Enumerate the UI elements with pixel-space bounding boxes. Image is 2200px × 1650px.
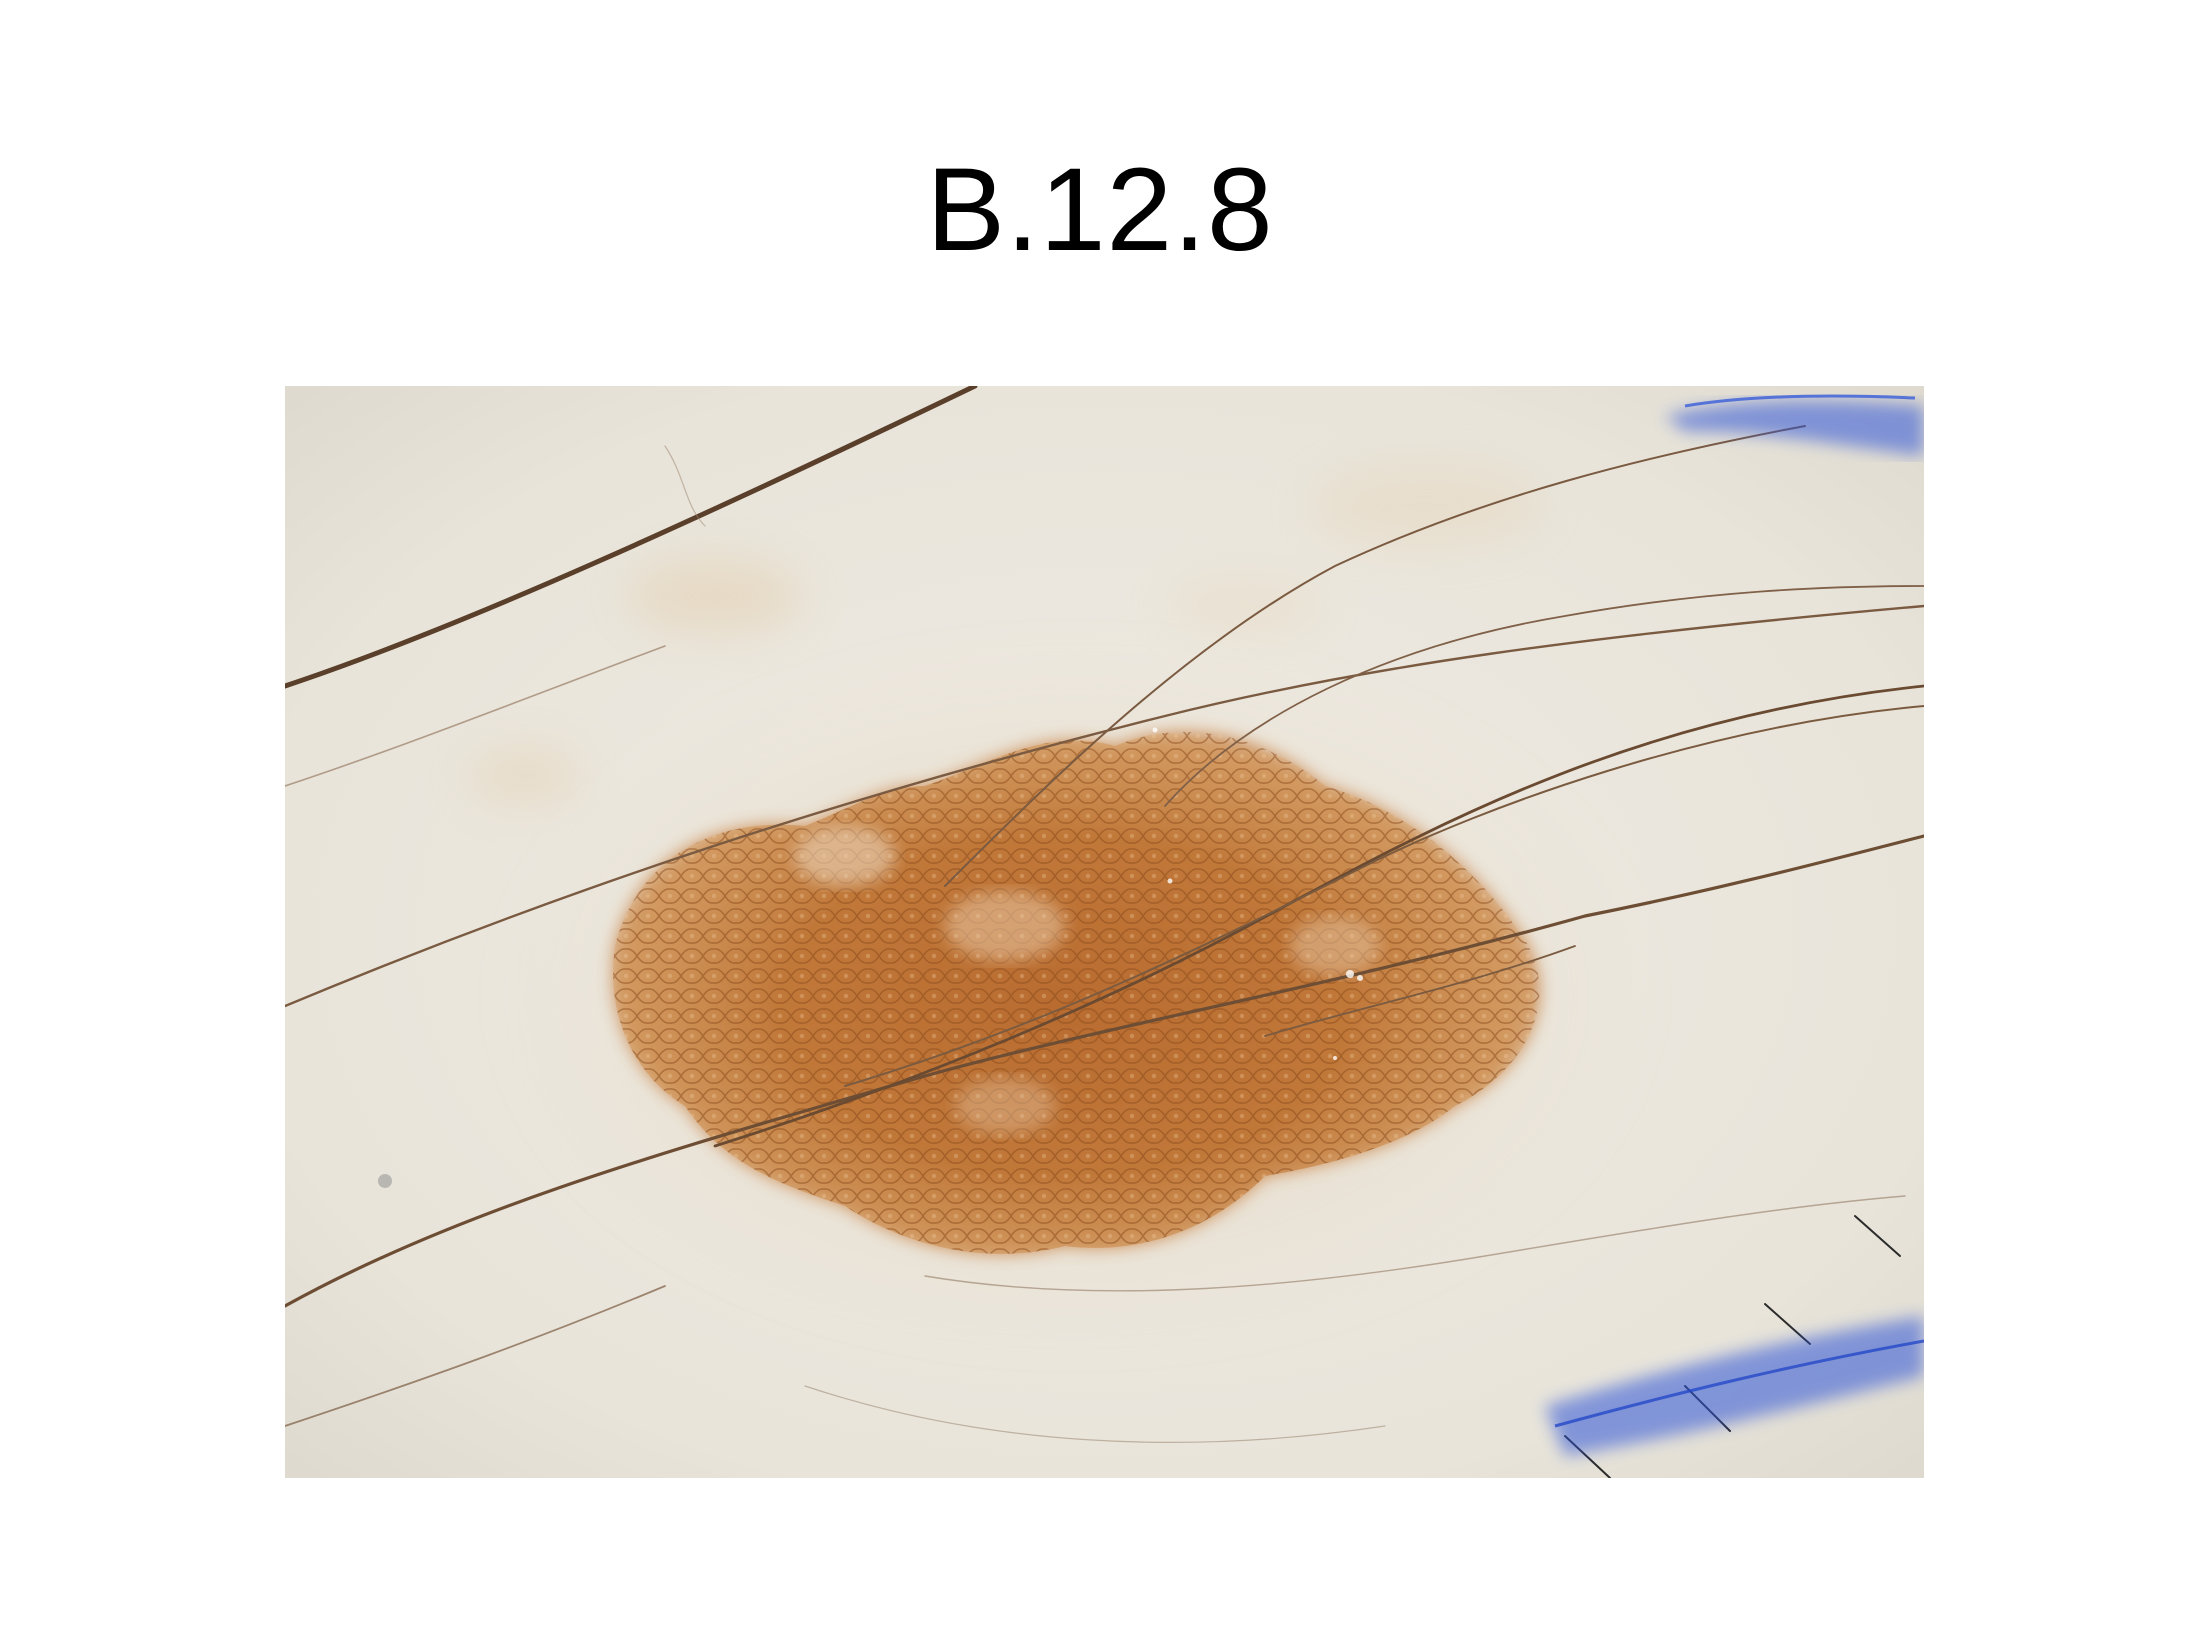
dermoscopy-photo: [285, 386, 1924, 1478]
dark-dot: [378, 1174, 392, 1188]
ink-marks: [1545, 394, 1924, 1456]
dermoscopy-photo-drawing: [285, 386, 1924, 1478]
peripheral-pigment: [465, 461, 1545, 806]
slide-title: B.12.8: [926, 144, 1274, 276]
reflections: [1152, 727, 1363, 1060]
hairs: [285, 386, 1924, 1443]
